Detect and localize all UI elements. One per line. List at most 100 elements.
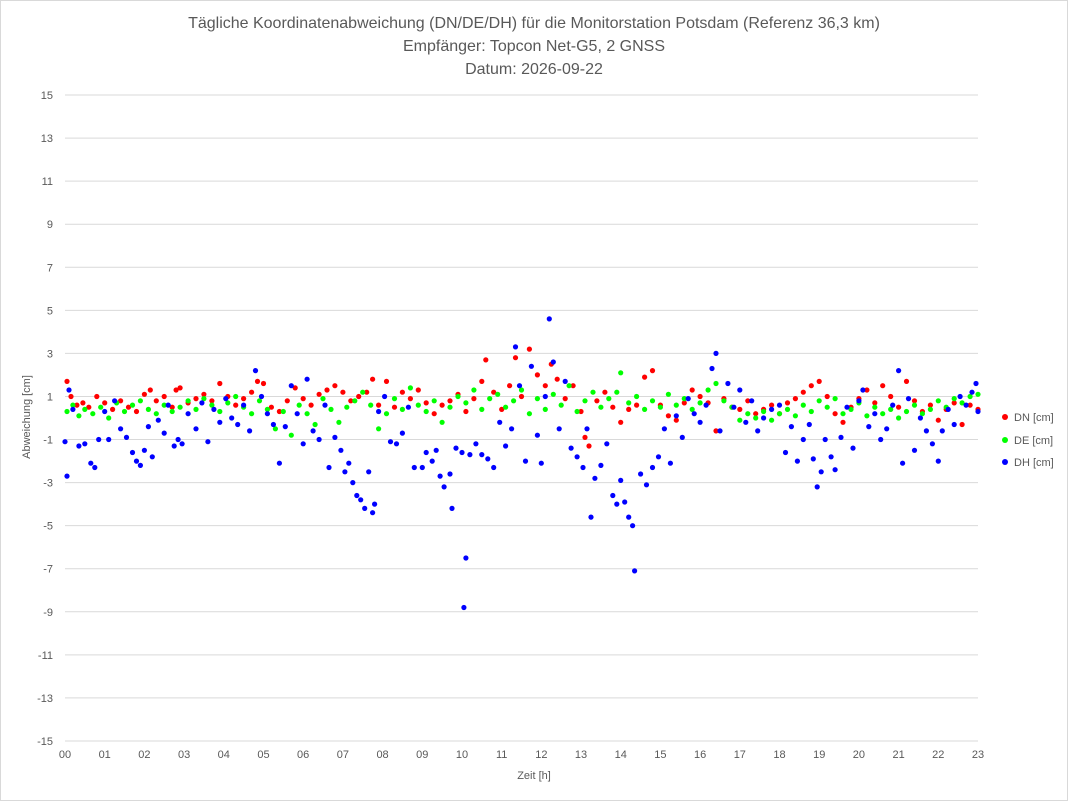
- data-point-de: [280, 408, 286, 415]
- data-point-de: [82, 406, 88, 412]
- data-point-de: [927, 406, 934, 412]
- data-point-dh: [175, 436, 181, 443]
- data-point-de: [626, 400, 632, 406]
- data-point-dh: [794, 458, 801, 464]
- data-point-dn: [348, 398, 354, 404]
- data-point-de: [657, 404, 664, 410]
- y-axis-title: Abweichung [cm]: [21, 375, 33, 459]
- data-point-dh: [878, 436, 884, 443]
- data-point-dn: [201, 391, 207, 397]
- data-point-dh: [497, 419, 503, 425]
- data-point-de: [689, 406, 695, 412]
- data-point-de: [598, 404, 604, 410]
- data-point-de: [121, 408, 128, 415]
- data-point-dh: [217, 419, 223, 425]
- data-point-dh: [872, 411, 878, 417]
- data-point-de: [649, 398, 656, 404]
- data-point-dh: [917, 415, 924, 421]
- data-point-dh: [737, 387, 743, 393]
- data-point-de: [975, 391, 981, 397]
- data-point-de: [534, 396, 541, 402]
- data-point-dh: [447, 471, 453, 477]
- data-point-dn: [951, 400, 957, 406]
- x-tick-label: 10: [456, 749, 468, 761]
- data-point-dh: [828, 454, 834, 460]
- data-point-dn: [471, 396, 477, 402]
- data-point-dn: [888, 393, 894, 400]
- data-point-de: [145, 406, 151, 412]
- legend-label-dh: DH [cm]: [1014, 457, 1054, 469]
- data-point-de: [225, 400, 231, 406]
- data-point-dn: [241, 396, 247, 402]
- data-point-dh: [366, 469, 372, 475]
- data-point-de: [673, 402, 679, 408]
- data-point-dn: [642, 374, 648, 380]
- data-point-dn: [554, 376, 560, 382]
- data-point-de: [256, 398, 263, 404]
- data-point-dn: [423, 400, 429, 406]
- data-point-de: [911, 402, 918, 408]
- data-point-dn: [610, 404, 616, 410]
- data-point-de: [391, 396, 398, 402]
- data-point-dn: [483, 357, 489, 363]
- data-point-de: [518, 387, 525, 393]
- data-point-dh: [655, 454, 662, 460]
- data-point-dh: [382, 393, 388, 400]
- data-point-de: [431, 398, 437, 404]
- data-point-dh: [546, 316, 552, 322]
- x-tick-label: 23: [972, 749, 984, 761]
- data-point-dh: [322, 402, 328, 408]
- data-point-dn: [118, 398, 124, 404]
- data-point-de: [681, 396, 687, 402]
- data-point-de: [705, 387, 711, 393]
- data-point-dn: [542, 383, 548, 389]
- data-point-dh: [485, 456, 491, 462]
- data-point-dh: [479, 452, 485, 458]
- data-point-de: [792, 413, 799, 419]
- data-point-de: [761, 408, 767, 415]
- data-point-dn: [526, 346, 533, 352]
- data-point-de: [745, 411, 751, 417]
- data-point-de: [951, 396, 957, 402]
- chart-subtitle: Empfänger: Topcon Net-G5, 2 GNSS: [403, 38, 665, 55]
- data-point-dh: [661, 426, 668, 432]
- data-point-dh: [326, 464, 332, 471]
- legend-marker-dn: [1002, 414, 1008, 420]
- data-point-dh: [939, 428, 945, 434]
- data-point-dh: [951, 421, 957, 428]
- data-point-dh: [838, 434, 844, 440]
- data-point-de: [376, 426, 382, 432]
- data-point-dn: [431, 411, 437, 417]
- data-point-dh: [387, 439, 394, 445]
- data-point-dh: [411, 464, 417, 471]
- legend-label-de: DE [cm]: [1014, 435, 1053, 447]
- data-point-dn: [673, 417, 679, 423]
- data-point-dn: [649, 368, 656, 374]
- data-point-dh: [96, 436, 102, 443]
- data-point-dn: [217, 380, 223, 387]
- y-tick-label: -9: [43, 607, 53, 619]
- data-point-dn: [618, 419, 624, 425]
- x-tick-label: 11: [496, 749, 507, 761]
- data-point-dh: [860, 387, 866, 393]
- data-point-de: [816, 398, 822, 404]
- data-point-dh: [441, 484, 447, 490]
- data-point-de: [737, 417, 743, 423]
- data-point-de: [185, 398, 191, 404]
- data-point-dh: [884, 426, 890, 432]
- data-point-dn: [463, 408, 469, 415]
- data-point-de: [288, 432, 294, 438]
- data-point-dh: [106, 436, 112, 443]
- data-point-dh: [806, 421, 812, 428]
- data-point-dh: [725, 380, 731, 387]
- data-point-dn: [125, 404, 132, 410]
- data-point-dn: [415, 387, 421, 393]
- data-point-dh: [300, 441, 306, 447]
- x-tick-label: 17: [734, 749, 746, 761]
- data-point-dh: [963, 402, 969, 408]
- data-point-dn: [582, 434, 588, 440]
- data-point-dh: [822, 436, 828, 443]
- y-tick-label: -13: [37, 693, 53, 705]
- data-point-dn: [316, 391, 322, 397]
- data-point-dh: [731, 404, 737, 410]
